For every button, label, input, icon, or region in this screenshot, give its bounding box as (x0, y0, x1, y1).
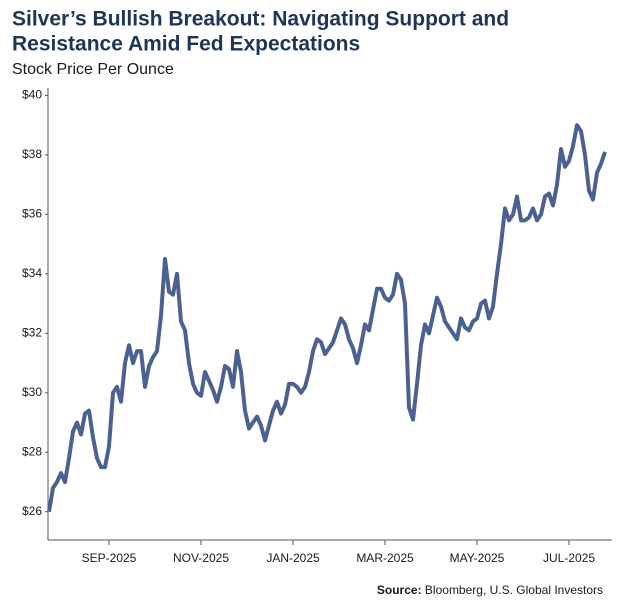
x-tick-label: MAY-2025 (450, 551, 505, 565)
y-tick-label: $30 (22, 385, 42, 399)
chart-title: Silver’s Bullish Breakout: Navigating Su… (12, 8, 509, 31)
chart-title: Resistance Amid Fed Expectations (12, 33, 360, 56)
x-tick-label: MAR-2025 (356, 551, 414, 565)
x-tick-label: NOV-2025 (173, 551, 229, 565)
price-line (47, 123, 607, 513)
x-tick-label: JUL-2025 (543, 551, 595, 565)
y-tick-label: $26 (22, 504, 42, 518)
x-tick-label: JAN-2025 (266, 551, 320, 565)
chart-subtitle: Stock Price Per Ounce (12, 61, 174, 78)
source-label: Source: (377, 583, 422, 597)
y-tick-label: $36 (22, 207, 42, 221)
x-tick-label: SEP-2025 (82, 551, 137, 565)
y-tick-label: $34 (22, 266, 42, 280)
y-tick-label: $38 (22, 147, 42, 161)
source-note: Source: Bloomberg, U.S. Global Investors (377, 583, 603, 597)
source-text: Bloomberg, U.S. Global Investors (425, 583, 603, 597)
y-tick-label: $32 (22, 326, 42, 340)
y-tick-label: $28 (22, 444, 42, 458)
y-tick-label: $40 (22, 88, 42, 102)
